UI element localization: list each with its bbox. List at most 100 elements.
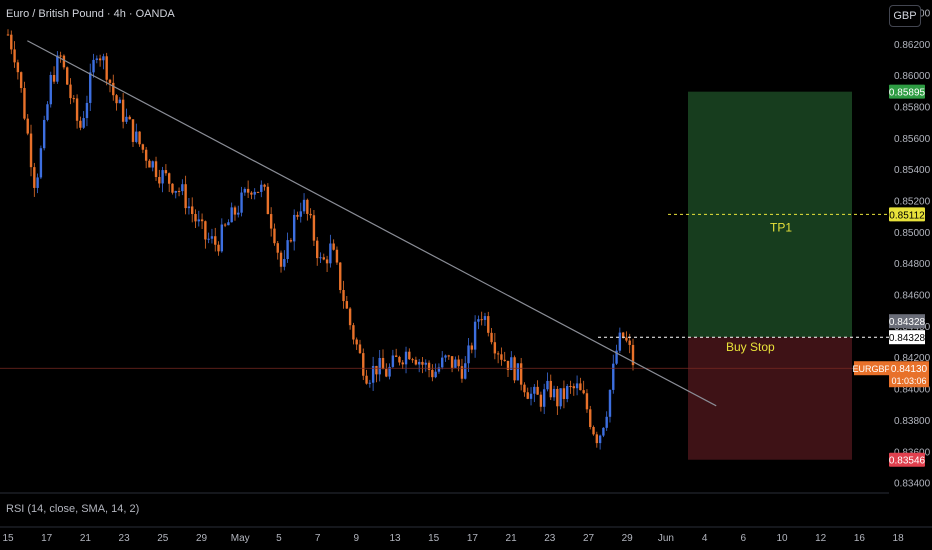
candle-body xyxy=(125,116,128,122)
time-tick-label: 9 xyxy=(354,533,360,544)
candle-body xyxy=(161,170,164,184)
candle-body xyxy=(13,49,16,63)
candle-body xyxy=(566,386,569,399)
candle-body xyxy=(299,211,302,217)
candle-body xyxy=(536,386,539,395)
candle-body xyxy=(496,353,500,355)
candle-body xyxy=(424,362,427,365)
candle-body xyxy=(348,308,352,326)
candle-body xyxy=(250,192,253,195)
candle-body xyxy=(115,95,118,104)
candle-body xyxy=(621,332,625,338)
candle-body xyxy=(256,191,260,193)
candle-body xyxy=(52,74,56,82)
price-tick-label: 0.85600 xyxy=(894,134,931,145)
candle-body xyxy=(174,190,177,193)
candle-body xyxy=(207,238,210,240)
candle-body xyxy=(171,183,174,193)
time-tick-label: 17 xyxy=(467,533,479,544)
rsi-indicator-label[interactable]: RSI (14, close, SMA, 14, 2) xyxy=(6,503,140,515)
candle-body xyxy=(191,206,194,215)
price-tick-label: 0.84000 xyxy=(894,385,931,396)
candle-body xyxy=(46,104,49,120)
time-tick-label: 25 xyxy=(157,533,169,544)
candle-body xyxy=(605,416,608,428)
candle-body xyxy=(95,58,99,60)
candle-body xyxy=(230,207,233,223)
candle-body xyxy=(26,118,29,134)
candle-body xyxy=(148,160,151,168)
time-tick-label: 12 xyxy=(815,533,827,544)
candle-body xyxy=(612,363,615,390)
time-tick-label: 15 xyxy=(2,533,14,544)
candle-body xyxy=(118,99,122,104)
candle-body xyxy=(358,344,362,354)
loss-zone xyxy=(688,337,852,460)
currency-button[interactable]: GBP xyxy=(889,5,921,27)
candle-series xyxy=(6,29,635,450)
time-tick-label: 13 xyxy=(389,533,401,544)
candle-body xyxy=(427,362,431,370)
candle-body xyxy=(92,59,95,73)
candle-body xyxy=(89,72,92,103)
candle-body xyxy=(546,380,549,390)
candle-body xyxy=(401,362,404,365)
time-tick-label: 6 xyxy=(741,533,747,544)
candle-body xyxy=(263,184,266,187)
symbol-badge-bg xyxy=(854,361,889,376)
tp1-label: TP1 xyxy=(770,220,792,234)
candle-body xyxy=(233,207,237,215)
price-tick-label: 0.86000 xyxy=(894,71,931,82)
entry-price-badge-bg xyxy=(889,330,925,345)
candle-body xyxy=(441,357,444,368)
price-tick-label: 0.84800 xyxy=(894,259,931,270)
candle-body xyxy=(214,236,217,245)
candle-body xyxy=(276,243,279,253)
price-tick-label: 0.84600 xyxy=(894,291,931,302)
time-tick-label: Jun xyxy=(658,533,674,544)
candle-body xyxy=(375,365,378,375)
time-tick-label: 16 xyxy=(854,533,866,544)
candle-body xyxy=(72,98,75,100)
candle-body xyxy=(595,434,599,444)
candle-body xyxy=(56,55,59,82)
candle-body xyxy=(306,199,309,214)
candle-body xyxy=(210,236,214,239)
candle-body xyxy=(286,240,289,260)
tp1-price-badge: 0.85112 xyxy=(889,210,925,221)
time-tick-label: 29 xyxy=(622,533,634,544)
candle-body xyxy=(552,388,556,398)
candle-body xyxy=(618,332,622,351)
time-tick-label: May xyxy=(231,533,250,544)
candle-body xyxy=(411,359,414,361)
candle-body xyxy=(575,383,579,389)
candle-body xyxy=(10,34,13,50)
candle-body xyxy=(217,244,220,252)
candle-body xyxy=(269,214,273,229)
candle-body xyxy=(513,357,516,381)
candle-body xyxy=(85,102,89,119)
candle-body xyxy=(187,206,191,209)
price-tick-label: 0.83800 xyxy=(894,416,931,427)
candle-body xyxy=(138,131,141,145)
candle-body xyxy=(362,353,365,376)
buy-stop-label: Buy Stop xyxy=(726,340,775,354)
candle-body xyxy=(335,249,339,263)
candle-body xyxy=(246,188,250,193)
candle-body xyxy=(628,340,631,345)
price-tick-label: 0.85400 xyxy=(894,165,931,176)
candle-body xyxy=(302,199,306,212)
candle-body xyxy=(523,384,526,393)
candle-body xyxy=(121,99,125,122)
candle-body xyxy=(325,259,329,264)
candle-body xyxy=(602,427,605,436)
stop-price-badge: 0.83546 xyxy=(889,456,926,467)
price-tick-label: 0.85200 xyxy=(894,197,931,208)
candle-body xyxy=(283,259,286,267)
candle-body xyxy=(167,173,171,184)
time-tick-label: 27 xyxy=(583,533,595,544)
candle-body xyxy=(477,319,480,322)
candle-body xyxy=(19,72,23,89)
candle-body xyxy=(556,388,559,407)
